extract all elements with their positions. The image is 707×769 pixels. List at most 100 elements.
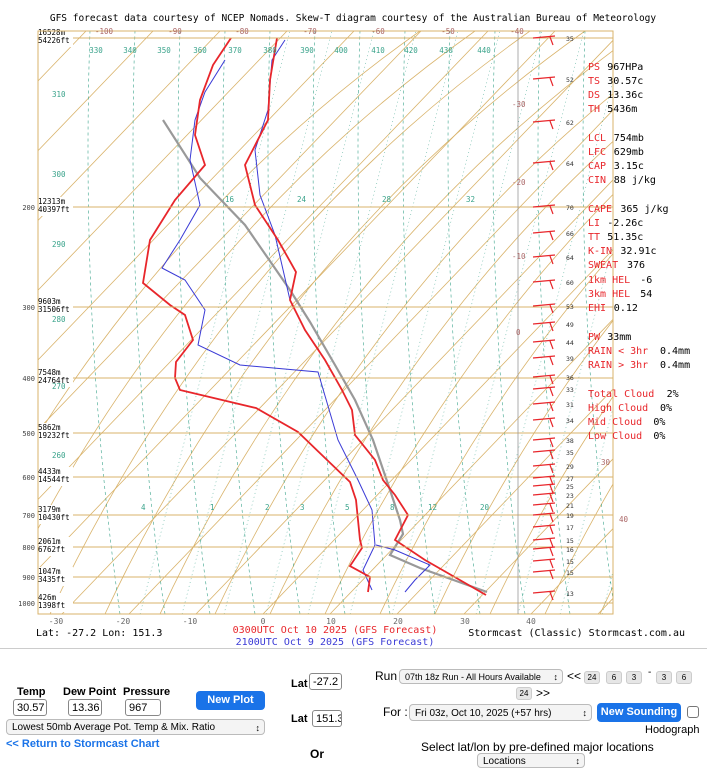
altitude-box [37,593,73,612]
prev-run-button[interactable]: << [567,669,582,683]
new-plot-button[interactable]: New Plot [196,691,265,710]
altitude-meters: 7548m [38,368,61,377]
footer-run-blue: 2100UTC Oct 9 2025 (GFS Forecast) [236,637,435,648]
dewpoint-input[interactable]: 13.36 [68,699,102,716]
isotherm-line [262,249,613,614]
wind-speed-label: 35 [566,449,574,457]
right-temp-label: 40 [619,515,629,524]
moist-adiabat [312,31,346,614]
wind-barb [532,590,556,594]
hour-chip-2[interactable]: 6 [606,671,622,684]
wind-barb [532,374,556,378]
wind-barb [532,386,556,390]
stat-key: SWEAT [588,260,618,271]
dry-adiabat [544,483,613,614]
isotherm-line [0,31,19,614]
wind-barb [532,76,556,80]
wind-speed-label: 21 [566,502,574,510]
wind-barb-flag [549,304,554,314]
hour-chip-3[interactable]: 3 [626,671,642,684]
layer-select[interactable]: Lowest 50mb Average Pot. Temp & Mix. Rat… [6,719,265,735]
layer-select-value: Lowest 50mb Average Pot. Temp & Mix. Rat… [12,722,216,733]
temperature-line-right [244,37,487,596]
stat-key: 1km HEL [588,275,630,286]
altitude-box [37,423,73,442]
mixing-ratio-low-label: 1 [210,503,215,512]
control-panel: Temp 30.57 Dew Point 13.36 Pressure 967 … [0,648,707,769]
pressure-tick-label: 900 [22,574,35,582]
top-temp-label: -90 [168,27,182,36]
isotherm-line [665,31,707,614]
wind-barb [532,355,556,359]
locations-select[interactable]: Locations ↕ [477,753,585,768]
wind-speed-label: 33 [566,386,574,394]
theta-label: 350 [157,46,171,55]
wind-barb-flag [549,538,554,548]
theta-label: 420 [404,46,418,55]
theta-side-label: 270 [52,382,66,391]
stat-value: 754mb [614,133,644,144]
wind-barb [532,558,556,562]
moist-adiabat [402,31,436,614]
wind-barb-flag [549,513,554,523]
mixing-ratio-line [433,31,585,614]
dry-adiabat [49,31,531,614]
stat-key: PS [588,62,600,73]
wind-speed-label: 25 [566,483,574,491]
hour-chip-5[interactable]: 6 [676,671,692,684]
wind-barb-flag [549,255,554,265]
top-temp-label: -60 [371,27,385,36]
stat-key: High Cloud [588,403,648,414]
isotherm-line [38,31,87,82]
stat-value: 2% [667,389,679,400]
stat-key: TH [588,104,600,115]
stat-key: 3km HEL [588,289,630,300]
altitude-box [37,505,73,524]
stat-value: 967HPa [607,62,643,73]
wind-barb [532,463,556,467]
hodograph-checkbox[interactable] [687,706,699,718]
stat-value: 33mm [607,332,631,343]
wind-barb-flag [549,493,554,503]
mixing-ratio-label: 32 [466,195,475,204]
hour-chip-4[interactable]: 3 [656,671,672,684]
wind-barb-flag [549,340,554,350]
altitude-box [37,368,73,387]
theta-label: 410 [371,46,385,55]
wind-speed-label: 64 [566,254,574,262]
wind-barb-flag [549,402,554,412]
stat-key: CAPE [588,204,612,215]
lon-input[interactable]: 151.3 [312,710,342,727]
stat-value: 0% [653,431,665,442]
wind-barb [532,492,556,496]
wind-speed-label: 15 [566,537,574,545]
hour-separator: - [648,667,652,678]
wind-barb [532,449,556,453]
wind-barb [532,401,556,405]
next-run-button[interactable]: >> [536,686,551,700]
altitude-meters: 4433m [38,467,61,476]
forecast-time-select[interactable]: Fri 03z, Oct 10, 2025 (+57 hrs) ↕ [409,704,592,721]
moist-adiabat [628,31,660,614]
wind-barb-flag [549,570,554,580]
theta-label: 380 [263,46,277,55]
altitude-box [37,197,73,216]
hour-chip-6[interactable]: 24 [516,687,532,700]
wind-barb [532,569,556,573]
predefined-locations-label: Select lat/lon by pre-defined major loca… [421,740,654,754]
pressure-input[interactable]: 967 [125,699,161,716]
header-credit: GFS forecast data courtesy of NCEP Nomad… [50,13,657,24]
hour-chip-1[interactable]: 24 [584,671,600,684]
dry-adiabat [599,586,613,614]
new-sounding-button[interactable]: New Sounding [597,703,681,722]
isotherm-line [38,31,422,431]
return-link[interactable]: << Return to Stormcast Chart [6,738,160,750]
temp-input[interactable]: 30.57 [13,699,47,716]
or-label: Or [310,747,325,761]
wind-speed-label: 17 [566,524,574,532]
dewpoint-label: Dew Point [63,686,117,698]
moist-adiabat [357,31,391,614]
run-select[interactable]: 07th 18z Run - All Hours Available ↕ [399,669,563,684]
theta-label: 400 [334,46,348,55]
lat-input[interactable]: -27.2 [309,673,342,690]
